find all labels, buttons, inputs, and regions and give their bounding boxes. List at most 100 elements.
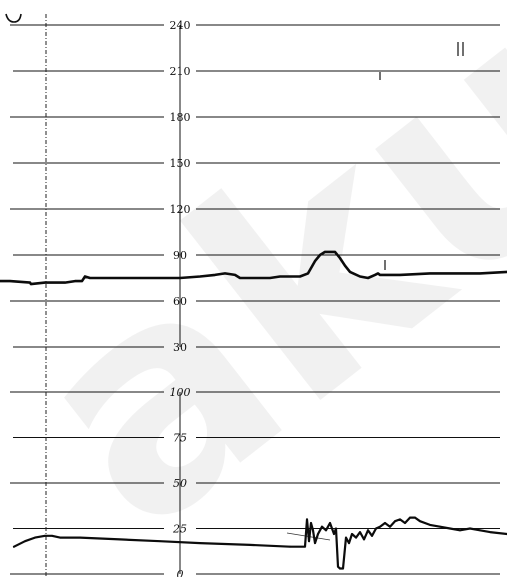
trace-point bbox=[329, 251, 331, 253]
gridlines bbox=[10, 24, 500, 575]
trace-point bbox=[289, 545, 291, 548]
trace-point bbox=[64, 281, 66, 284]
trace-point bbox=[351, 533, 353, 535]
trace-point bbox=[239, 277, 241, 279]
trace-point bbox=[139, 277, 141, 279]
trace-point bbox=[299, 275, 301, 278]
trace-point bbox=[224, 272, 226, 275]
trace-point bbox=[234, 274, 236, 276]
trace-point bbox=[84, 275, 86, 278]
annotations bbox=[5, 13, 464, 577]
trace-point bbox=[29, 281, 31, 284]
trace-point bbox=[74, 280, 76, 282]
trace-point bbox=[335, 527, 337, 530]
trace-point bbox=[324, 251, 326, 253]
trace-point bbox=[321, 525, 323, 528]
trace-point bbox=[404, 522, 406, 524]
trace-point bbox=[414, 516, 416, 519]
trace-point bbox=[89, 277, 91, 279]
trace-point bbox=[199, 275, 201, 278]
trace-point bbox=[479, 529, 481, 532]
trace-point bbox=[79, 536, 81, 539]
trace-point bbox=[399, 274, 401, 276]
trace-point bbox=[334, 251, 336, 253]
trace-point bbox=[459, 529, 461, 532]
trace-point bbox=[345, 536, 347, 539]
trace-point bbox=[337, 565, 339, 568]
trace-point bbox=[489, 531, 491, 534]
trace-point bbox=[409, 516, 411, 519]
trace-point bbox=[399, 518, 401, 521]
trace-point bbox=[314, 260, 316, 263]
trace-point bbox=[439, 525, 441, 528]
trace-point bbox=[348, 542, 350, 544]
y-tick-label: 50 bbox=[173, 477, 187, 490]
trace-point bbox=[34, 536, 36, 539]
trace-point bbox=[159, 277, 161, 279]
trace-point bbox=[44, 281, 46, 284]
trace-point bbox=[308, 540, 310, 543]
trace-point bbox=[379, 525, 381, 528]
trace-point bbox=[44, 534, 46, 537]
trace-point bbox=[199, 542, 201, 544]
trace-point bbox=[355, 536, 357, 539]
trace-point bbox=[371, 534, 373, 537]
trace-point bbox=[429, 272, 431, 275]
trace-point bbox=[81, 280, 83, 282]
trace-point bbox=[304, 545, 306, 548]
trace-point bbox=[249, 543, 251, 546]
trace-point bbox=[367, 277, 369, 279]
trace-point bbox=[9, 280, 11, 282]
trace-point bbox=[349, 270, 351, 273]
y-tick-label: 150 bbox=[170, 157, 191, 170]
trace-point bbox=[279, 275, 281, 278]
tick-labels: 240 210 180 150 120 90 60 30 100 75 50 25 0 bbox=[170, 19, 191, 577]
trace-point bbox=[384, 522, 386, 524]
trace-point bbox=[449, 527, 451, 530]
trace-point bbox=[375, 527, 377, 530]
trace-point bbox=[374, 274, 376, 276]
trace-point bbox=[325, 529, 327, 532]
trace-point bbox=[359, 275, 361, 278]
trace-point bbox=[459, 272, 461, 275]
trace-point bbox=[329, 522, 331, 524]
trace-point bbox=[307, 272, 309, 275]
trace-point bbox=[0, 280, 1, 282]
trace-point bbox=[359, 531, 361, 534]
trace-point bbox=[109, 277, 111, 279]
trace-point bbox=[419, 520, 421, 523]
trace-point bbox=[310, 522, 312, 524]
trace-point bbox=[13, 545, 15, 548]
y-tick-label: 120 bbox=[170, 203, 191, 216]
trace-point bbox=[319, 254, 321, 256]
trace-point bbox=[214, 274, 216, 276]
y-tick-label: 75 bbox=[173, 432, 187, 445]
trace-point bbox=[479, 272, 481, 275]
trace-point bbox=[333, 533, 335, 535]
trace-point bbox=[389, 525, 391, 528]
trace-point bbox=[179, 277, 181, 279]
trace-point bbox=[469, 527, 471, 530]
trace-point bbox=[339, 567, 341, 570]
trace-point bbox=[384, 274, 386, 276]
trace-point bbox=[363, 538, 365, 541]
y-tick-label: 90 bbox=[173, 249, 187, 262]
trace-point bbox=[119, 277, 121, 279]
trace-point bbox=[367, 529, 369, 532]
y-tick-label: 100 bbox=[170, 386, 191, 399]
trace-point bbox=[314, 542, 316, 544]
trace-point bbox=[30, 283, 32, 286]
y-tick-label: 210 bbox=[170, 65, 191, 78]
trace-point bbox=[159, 540, 161, 543]
trace-point bbox=[344, 264, 346, 267]
trace-point bbox=[342, 567, 344, 570]
y-tick-label: 60 bbox=[173, 295, 187, 308]
trace-point bbox=[269, 277, 271, 279]
trace-point bbox=[339, 257, 341, 259]
trace-point bbox=[59, 536, 61, 539]
corner-mark bbox=[5, 13, 22, 23]
trace-point bbox=[429, 523, 431, 526]
trace-point bbox=[119, 538, 121, 541]
